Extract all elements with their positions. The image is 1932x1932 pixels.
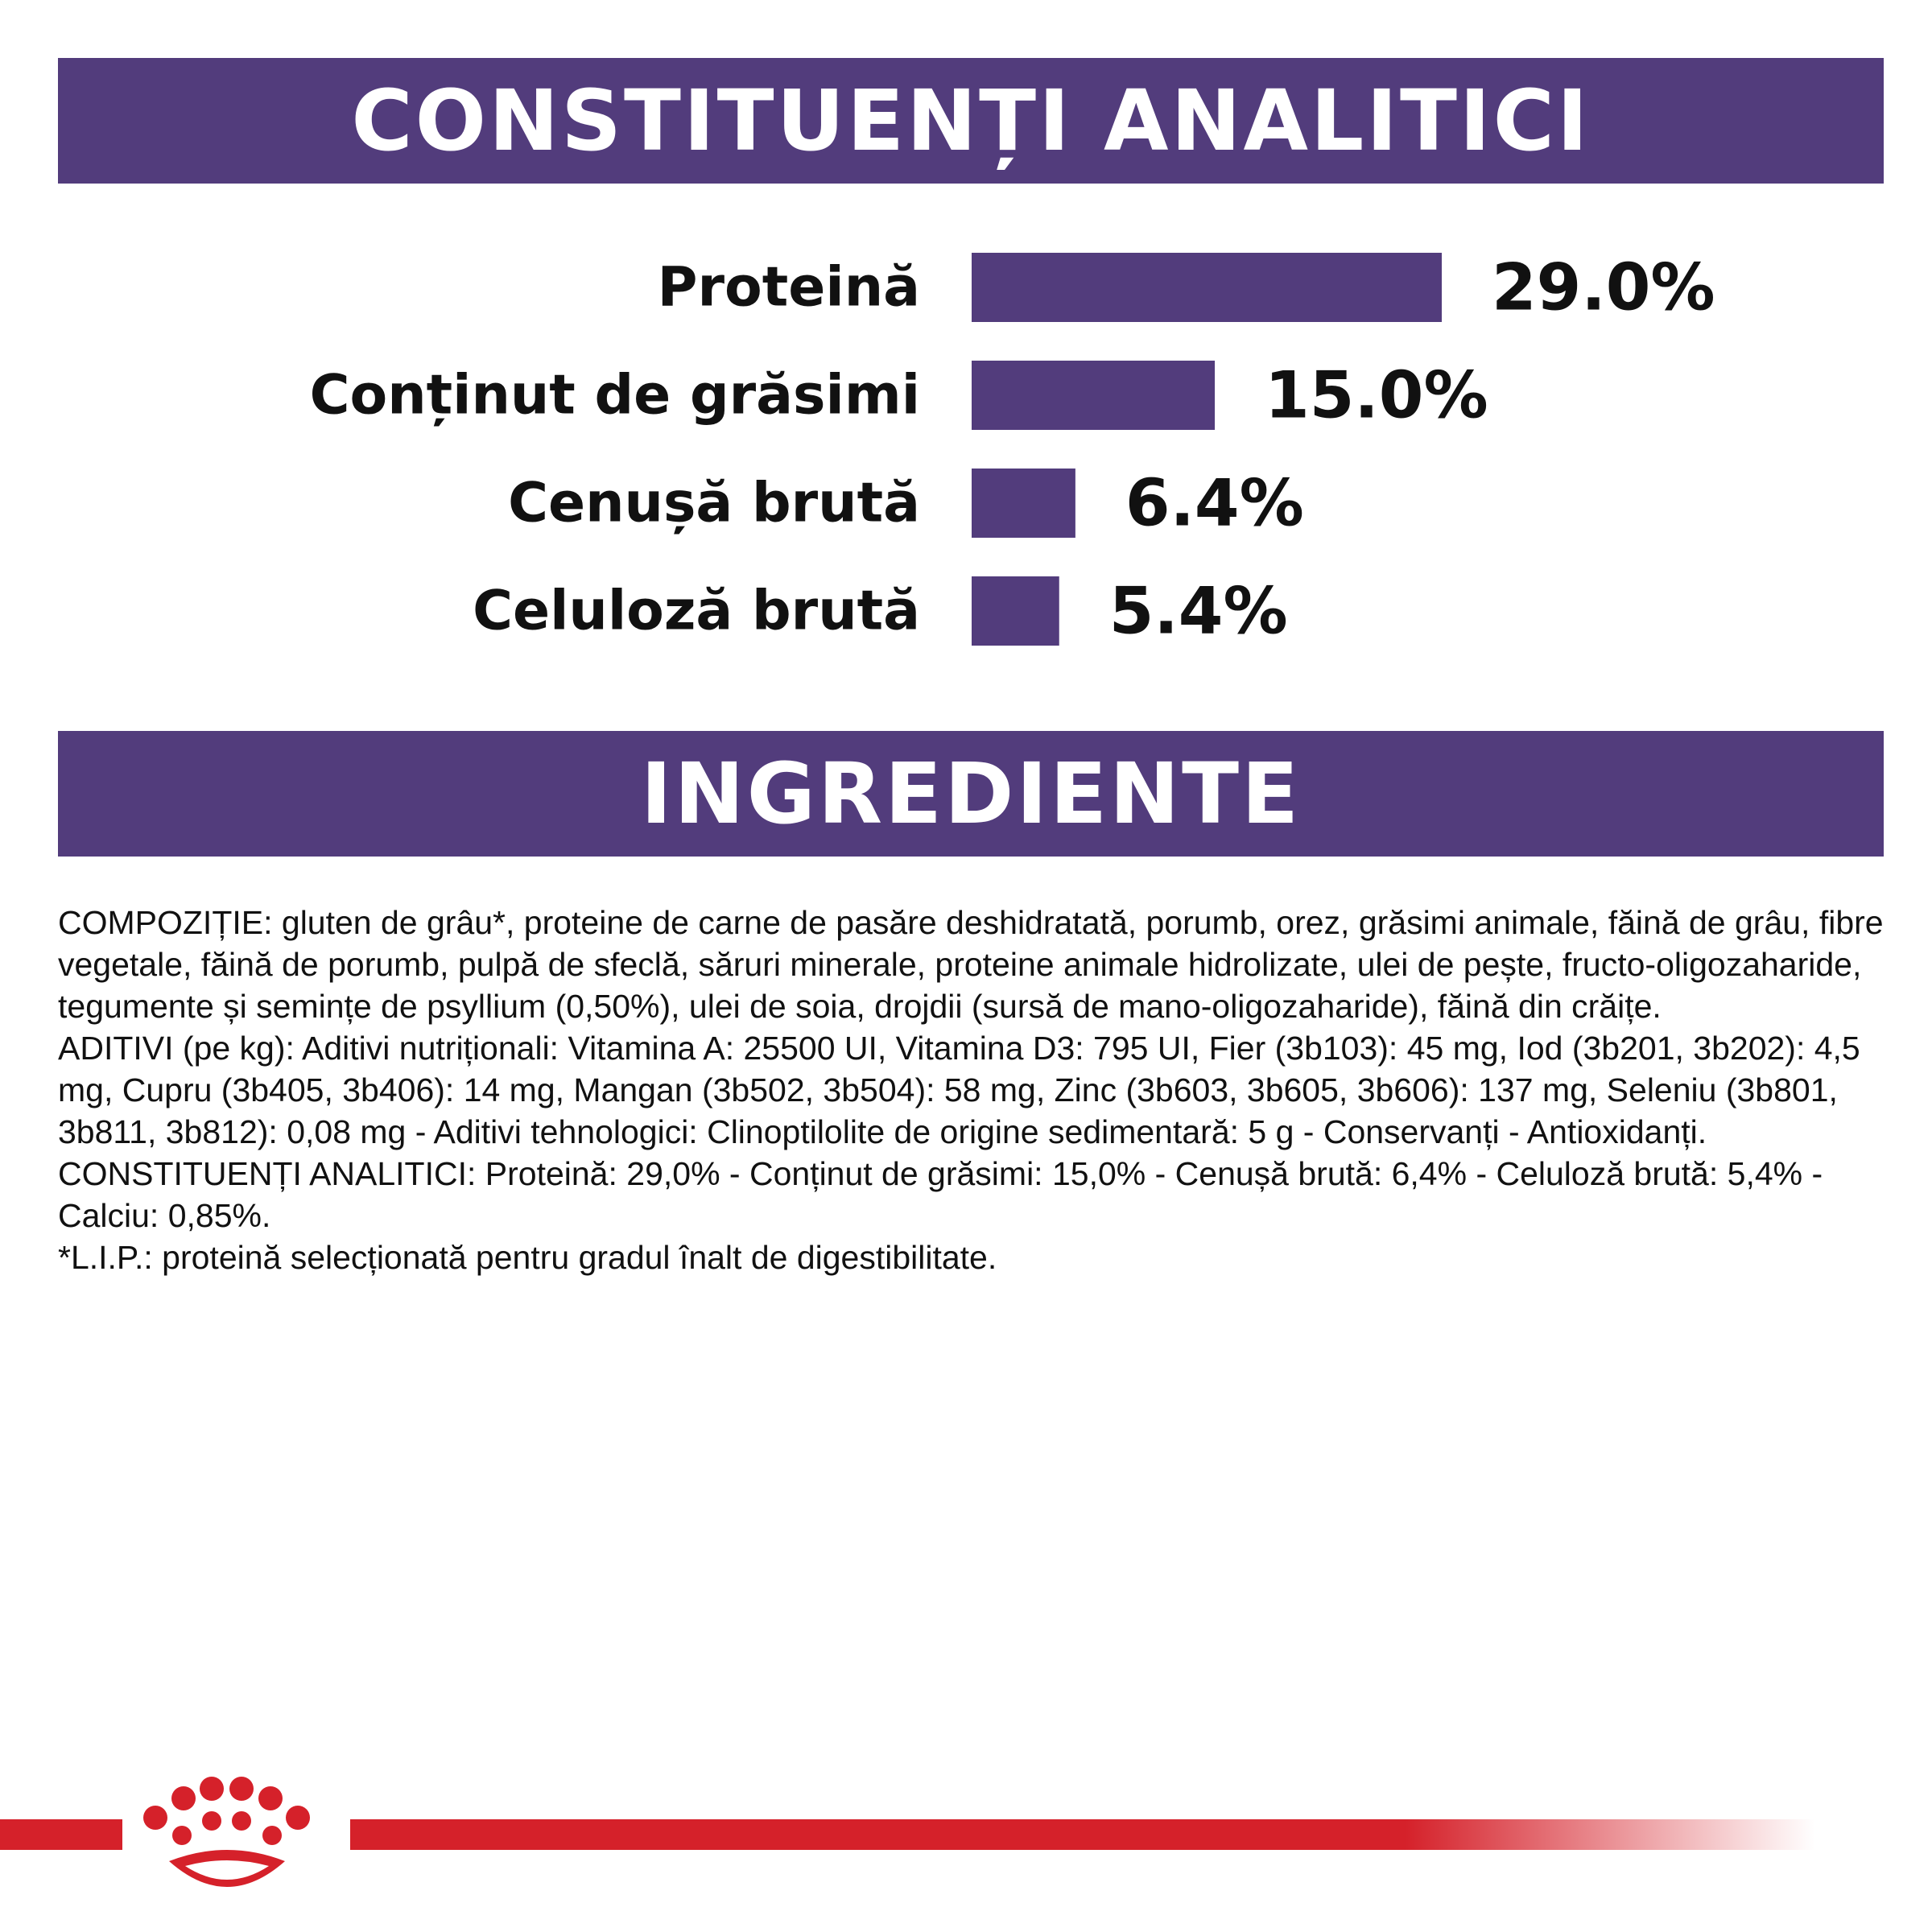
bar-value-label: 5.4% [1109,574,1288,649]
bar-value-label: 15.0% [1265,358,1488,433]
analytic-constituents-chart: Proteină 29.0% Conținut de grăsimi 15.0% Cen… [310,250,1715,649]
brand-footer [0,1777,1815,1887]
analytic-constituents-banner: CONSTITUENȚI ANALITICI [58,58,1884,184]
footer-stripe-right [350,1819,1815,1850]
analytic-summary-paragraph: CONSTITUENȚI ANALITICI: Proteină: 29,0% … [58,1155,1823,1234]
bar [972,361,1216,430]
bar [972,576,1059,646]
analytic-constituents-title: CONSTITUENȚI ANALITICI [351,72,1591,170]
bar-value-label: 29.0% [1492,250,1715,325]
crown-icon [143,1777,310,1887]
bar-label: Proteină [658,256,920,320]
bar [972,253,1442,322]
ingredients-title: INGREDIENTE [640,745,1302,843]
bar-value-label: 6.4% [1125,466,1304,541]
bar-label: Celuloză brută [473,580,920,643]
footer-stripe-left [0,1819,122,1850]
bar-label: Conținut de grăsimi [310,364,920,427]
ingredients-banner: INGREDIENTE [58,731,1884,857]
composition-paragraph: COMPOZIȚIE: gluten de grâu*, proteine de… [58,904,1884,1025]
bar [972,469,1075,538]
additives-paragraph: ADITIVI (pe kg): Aditivi nutriționali: V… [58,1030,1860,1150]
ingredients-text: COMPOZIȚIE: gluten de grâu*, proteine de… [58,902,1885,1278]
footnote-paragraph: *L.I.P.: proteină selecționată pentru gr… [58,1239,997,1276]
bar-label: Cenușă brută [508,472,920,535]
